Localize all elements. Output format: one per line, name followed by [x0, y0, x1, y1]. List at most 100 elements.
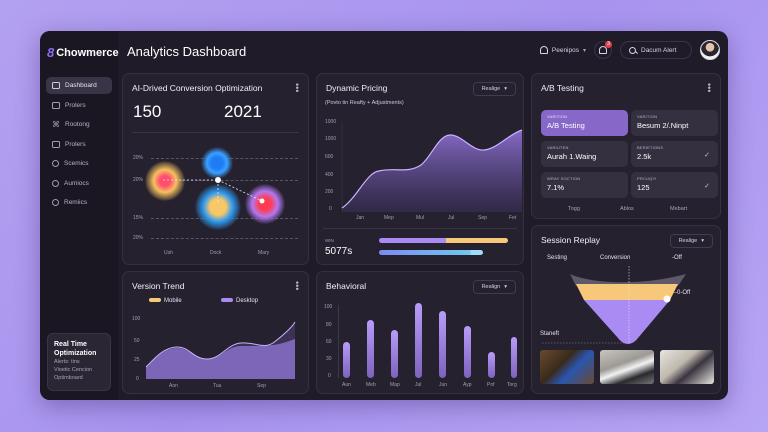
- heat-point-dock-low[interactable]: [195, 184, 241, 230]
- heat-point-ush[interactable]: [145, 161, 185, 201]
- gridline: [151, 180, 298, 181]
- heat-point-dock-high[interactable]: [201, 147, 233, 179]
- search-icon: [629, 46, 636, 54]
- range-dropdown[interactable]: Realige ▾: [669, 234, 713, 248]
- bar-aun[interactable]: [343, 342, 350, 378]
- x-axis-label: Sep: [478, 215, 487, 221]
- profile-menu-button[interactable]: Peenipos ▾: [539, 46, 586, 54]
- version-trend-card: Version Trend ••• Mobile Desktop 100 50 …: [122, 271, 309, 394]
- ab-tile-sessions[interactable]: BERIETIONS 2.5k ✓: [631, 141, 718, 167]
- session-thumbnail-2[interactable]: [600, 350, 654, 384]
- y-axis-label: 50: [134, 338, 140, 344]
- x-axis-label: Tuu: [213, 383, 222, 389]
- sidebar-item-prolers-2[interactable]: Prolers: [46, 136, 112, 153]
- footer-link-mebart[interactable]: Mebart: [670, 206, 688, 212]
- home-icon: [52, 82, 60, 89]
- legend-swatch: [221, 298, 233, 303]
- sidebar-item-remiics[interactable]: Remiics: [46, 194, 112, 211]
- x-axis-label: Mep: [384, 215, 394, 221]
- bar-map[interactable]: [391, 330, 398, 378]
- x-axis-label: Fet: [509, 215, 517, 221]
- y-axis-label: 100: [324, 304, 333, 310]
- chat-icon: [52, 179, 59, 187]
- x-axis-label: Sep: [257, 383, 266, 389]
- avatar[interactable]: [700, 40, 720, 60]
- check-icon: ✓: [704, 152, 710, 159]
- connector-lines: [163, 177, 265, 204]
- chevron-down-icon: ▾: [504, 284, 507, 290]
- funnel-label-right: -Off: [672, 255, 682, 261]
- behavioral-card: Behavioral Realign ▾ 100 80 60 30 0 Aun M…: [316, 271, 524, 394]
- ab-tile-conversion[interactable]: WRAY SOCTION 7.1%: [541, 172, 628, 198]
- realtime-promo-card[interactable]: Real Time Optimization Alerts: tins Vioe…: [47, 333, 111, 391]
- footer-link-ablos[interactable]: Ablos: [620, 206, 634, 212]
- session-thumbnail-1[interactable]: [540, 350, 594, 384]
- bar-jun[interactable]: [439, 311, 446, 378]
- more-options-icon[interactable]: •••: [704, 83, 714, 93]
- y-axis-label: 20%: [133, 177, 144, 183]
- ab-tile-variant[interactable]: VARIUTEN Aurah 1.Waing: [541, 141, 628, 167]
- y-axis-label: 1000: [325, 136, 337, 142]
- search-button[interactable]: Dacum Alert: [620, 41, 692, 59]
- legend-swatch: [149, 298, 161, 303]
- divider: [132, 132, 299, 133]
- x-axis-label: Map: [390, 382, 400, 388]
- range-dropdown[interactable]: Realige ▾: [472, 82, 516, 96]
- legend-item-desktop[interactable]: Desktop: [221, 298, 258, 304]
- card-title: Version Trend: [132, 281, 185, 291]
- more-options-icon[interactable]: •••: [292, 281, 302, 291]
- card-title: Dynamic Pricing: [326, 83, 388, 93]
- card-icon: [52, 140, 60, 148]
- session-thumbnail-3[interactable]: [660, 350, 714, 384]
- more-options-icon[interactable]: •••: [292, 83, 302, 93]
- ab-tile-frequency[interactable]: PRCUQIY 125 ✓: [631, 172, 718, 198]
- calendar-icon: [52, 101, 60, 109]
- bar-pof[interactable]: [488, 352, 495, 378]
- divider: [323, 228, 517, 229]
- chevron-down-icon: ▾: [582, 47, 586, 54]
- conversion-funnel: [542, 266, 686, 344]
- session-replay-card: Session Replay Realige ▾ Sesting Conversi…: [531, 225, 721, 394]
- x-axis-label: Dock: [210, 250, 222, 256]
- y-axis-label: 400: [325, 172, 334, 178]
- legend-item-mobile[interactable]: Mobile: [149, 298, 182, 304]
- ab-tile-variation-a[interactable]: VARITION A/B Testing: [541, 110, 628, 136]
- bar-torg[interactable]: [511, 337, 517, 378]
- sidebar-item-dashboard[interactable]: Dashboard: [46, 77, 112, 94]
- range-dropdown[interactable]: Realign ▾: [472, 280, 516, 294]
- brand-logo[interactable]: 8 Chowmerce: [47, 45, 119, 60]
- y-axis-label: 0: [329, 206, 332, 212]
- ab-tile-variation-b[interactable]: VARITION Besum 2/.Ninpt: [631, 110, 718, 136]
- funnel-label-bottom: Staneft: [540, 331, 560, 337]
- promo-title: Real Time Optimization: [54, 341, 97, 357]
- app-window: 8 Chowmerce Dashboard Prolers ⌘ Rootong P…: [40, 31, 728, 400]
- sidebar-item-rootong[interactable]: ⌘ Rootong: [52, 120, 90, 129]
- x-axis-label: Ush: [164, 250, 173, 256]
- clock-icon: [52, 160, 59, 167]
- y-axis-label: 20%: [133, 155, 144, 161]
- card-subtitle: (Povto tin Reafty + Adjustments): [325, 100, 404, 106]
- funnel-label-left: Sesting: [547, 255, 568, 261]
- y-axis-label: 100: [132, 316, 141, 322]
- x-axis-label: Aun: [342, 382, 351, 388]
- notifications-button[interactable]: 3: [594, 41, 612, 59]
- x-axis-label: Meb: [366, 382, 376, 388]
- bell-icon: [539, 46, 548, 54]
- y-axis-label: 80: [326, 322, 332, 328]
- card-title: Session Replay: [541, 235, 601, 245]
- y-axis-label: 200: [325, 189, 334, 195]
- bar-ayp[interactable]: [464, 326, 471, 378]
- sidebar-item-prolers[interactable]: Prolers: [46, 97, 112, 114]
- bar-jul[interactable]: [415, 303, 422, 378]
- y-axis-label: 600: [325, 154, 334, 160]
- dynamic-pricing-card: Dynamic Pricing (Povto tin Reafty + Adju…: [316, 73, 524, 265]
- progress-bar-win: [379, 238, 508, 243]
- sidebar-item-scemics[interactable]: Scemics: [46, 155, 112, 172]
- sidebar: 8 Chowmerce Dashboard Prolers ⌘ Rootong P…: [40, 31, 119, 400]
- footer-link-togg[interactable]: Togg: [568, 206, 580, 212]
- x-axis-label: Jan: [356, 215, 365, 221]
- bar-meb[interactable]: [367, 320, 374, 378]
- x-axis-label: Aon: [169, 383, 178, 389]
- heat-point-mary[interactable]: [245, 184, 285, 224]
- sidebar-item-aumiocs[interactable]: Aumiocs: [46, 175, 112, 192]
